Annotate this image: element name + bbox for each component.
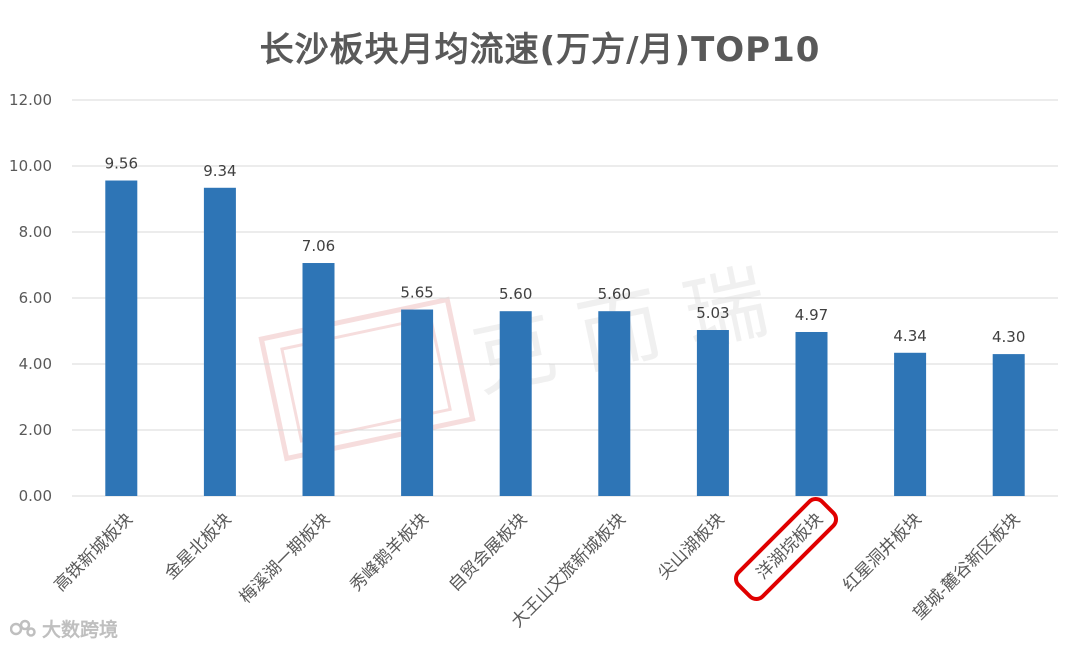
- data-label: 9.34: [203, 162, 236, 180]
- data-label: 5.60: [499, 285, 532, 303]
- y-tick-label: 8.00: [19, 223, 52, 241]
- bar: [203, 187, 236, 496]
- data-label: 4.30: [992, 328, 1025, 346]
- brand-logo: 大数跨境: [10, 615, 118, 642]
- x-tick-label: 望城-麓谷新区板块: [910, 509, 1025, 624]
- data-label: 5.03: [696, 304, 729, 322]
- y-tick-label: 6.00: [19, 289, 52, 307]
- y-tick-label: 0.00: [19, 487, 52, 505]
- bar: [302, 263, 335, 496]
- chart-title: 长沙板块月均流速(万方/月)TOP10: [259, 30, 821, 70]
- bar: [992, 354, 1025, 496]
- data-label: 7.06: [302, 237, 335, 255]
- bar: [696, 330, 729, 496]
- x-tick-label: 红星洞井板块: [839, 509, 925, 595]
- x-tick-label: 尖山湖板块: [654, 509, 728, 583]
- data-label: 5.60: [598, 285, 631, 303]
- x-tick-label: 高铁新城板块: [51, 509, 137, 595]
- bar: [105, 180, 138, 496]
- y-tick-label: 4.00: [19, 355, 52, 373]
- x-tick-label: 梅溪湖一期板块: [236, 509, 334, 607]
- brand-logo-icon: [10, 619, 36, 637]
- y-tick-label: 2.00: [19, 421, 52, 439]
- bar: [795, 331, 828, 496]
- bar: [499, 311, 532, 496]
- y-tick-label: 10.00: [9, 157, 52, 175]
- bar: [401, 309, 434, 496]
- highlight-box: [734, 496, 839, 602]
- bar: [894, 352, 927, 496]
- data-label: 4.34: [893, 327, 926, 345]
- x-tick-label: 自贸会展板块: [445, 509, 531, 595]
- data-label: 9.56: [105, 155, 138, 173]
- bar: [598, 311, 631, 496]
- x-tick-label: 金星北板块: [161, 509, 235, 583]
- x-tick-label: 秀峰鹅羊板块: [346, 509, 432, 595]
- brand-name: 大数跨境: [42, 619, 119, 641]
- y-tick-label: 12.00: [9, 91, 52, 109]
- data-label: 5.65: [400, 284, 433, 302]
- data-label: 4.97: [795, 306, 828, 324]
